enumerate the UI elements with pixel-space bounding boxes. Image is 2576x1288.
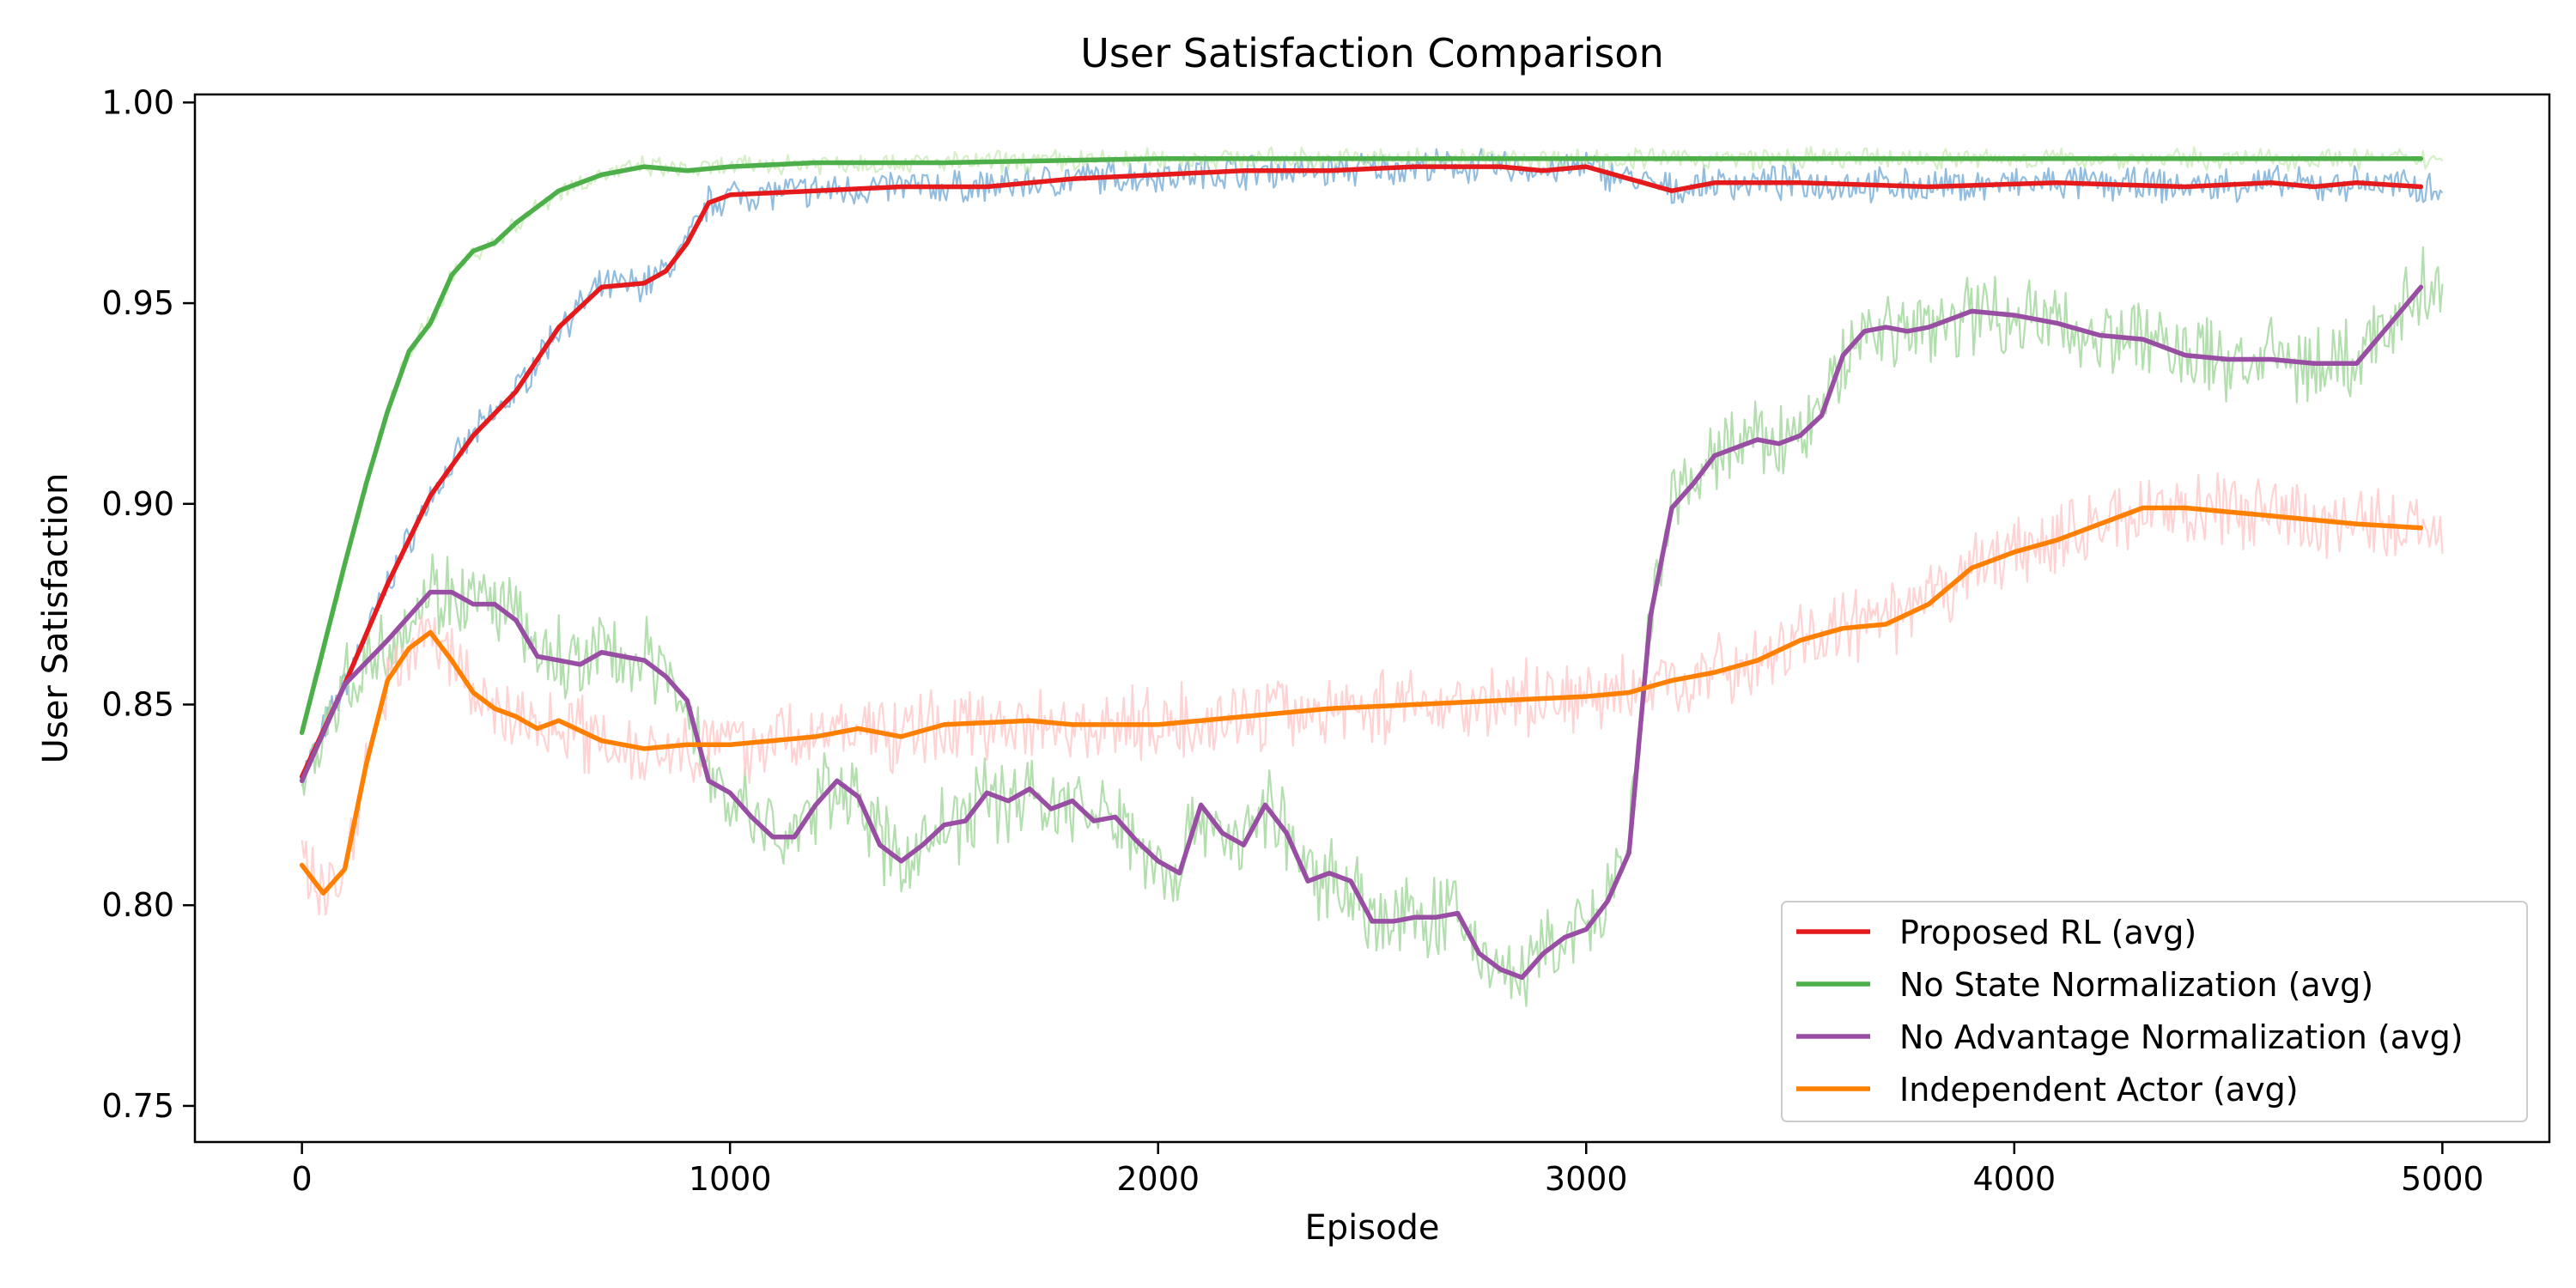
raw-series-line [301, 471, 2444, 916]
x-tick-label: 0 [292, 1160, 313, 1198]
legend-label: No Advantage Normalization (avg) [1899, 1018, 2464, 1056]
raw-series-line [301, 246, 2444, 1007]
legend-label: Proposed RL (avg) [1899, 914, 2196, 951]
avg-series-line [299, 505, 2424, 896]
x-tick-label: 4000 [1972, 1160, 2056, 1198]
y-tick-label: 0.85 [101, 685, 174, 723]
avg-series-layer [299, 156, 2424, 981]
x-tick-label: 2000 [1116, 1160, 1200, 1198]
y-tick-label: 1.00 [101, 83, 174, 121]
x-axis-ticks: 0 1000 2000 3000 4000 5000 [292, 1142, 2484, 1198]
y-tick-label: 0.75 [101, 1087, 174, 1125]
legend: Proposed RL (avg) No State Normalization … [1781, 901, 2528, 1122]
chart-title: User Satisfaction Comparison [1080, 30, 1663, 76]
y-tick-label: 0.80 [101, 886, 174, 924]
y-tick-label: 0.95 [101, 284, 174, 322]
avg-series-line [299, 164, 2424, 780]
y-axis-label: User Satisfaction [36, 473, 76, 764]
legend-frame [1781, 901, 2528, 1122]
legend-label: Independent Actor (avg) [1899, 1071, 2299, 1109]
x-tick-label: 1000 [689, 1160, 772, 1198]
x-tick-label: 3000 [1545, 1160, 1628, 1198]
x-axis-label: Episode [1304, 1208, 1439, 1248]
legend-label: No State Normalization (avg) [1899, 966, 2373, 1004]
y-tick-label: 0.90 [101, 485, 174, 523]
plot-frame [193, 93, 2551, 1144]
y-axis-ticks: 0.75 0.80 0.85 0.90 0.95 1.00 [101, 83, 195, 1125]
avg-series-line [299, 156, 2424, 735]
x-tick-label: 5000 [2401, 1160, 2484, 1198]
avg-series-line [299, 284, 2424, 981]
